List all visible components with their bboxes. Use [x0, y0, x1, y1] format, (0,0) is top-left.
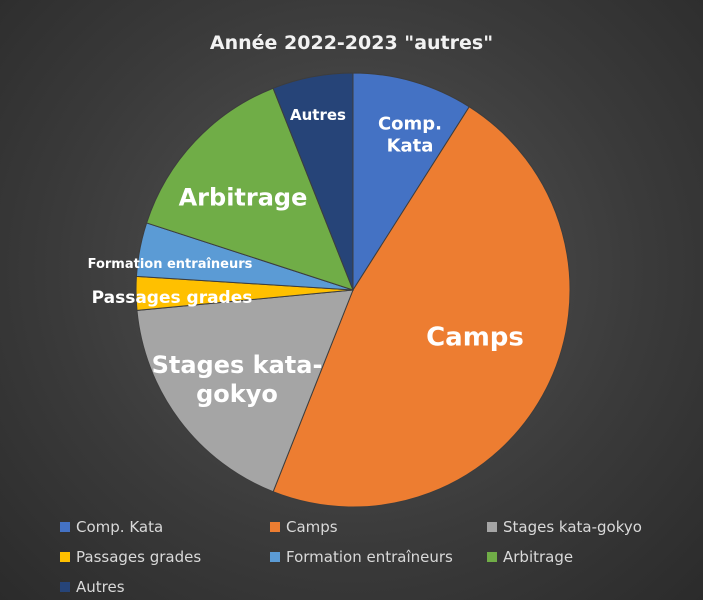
- pie-slice: [145, 87, 354, 291]
- legend-item: Camps: [270, 518, 338, 536]
- legend-item: Passages grades: [60, 548, 201, 566]
- legend-label: Arbitrage: [503, 548, 574, 566]
- legend-item: Stages kata-gokyo: [487, 518, 642, 536]
- pie-slice: [136, 289, 354, 493]
- legend-item: Autres: [60, 578, 125, 596]
- legend-item: Comp. Kata: [60, 518, 163, 536]
- legend-label: Stages kata-gokyo: [503, 518, 642, 536]
- legend-swatch: [270, 552, 280, 562]
- slice-label: Camps: [426, 322, 524, 353]
- slice-label: Comp. Kata: [377, 113, 443, 156]
- legend-swatch: [60, 522, 70, 532]
- slice-label: Arbitrage: [178, 183, 308, 212]
- legend-label: Passages grades: [76, 548, 202, 566]
- pie-slice: [352, 72, 470, 292]
- legend-item: Arbitrage: [487, 548, 573, 566]
- slice-label: Autres: [290, 106, 346, 124]
- pie-slice: [272, 72, 354, 291]
- legend-label: Autres: [76, 578, 125, 596]
- slice-label: Formation entraîneurs: [87, 257, 253, 273]
- pie-slice: [272, 106, 571, 508]
- legend-swatch: [60, 582, 70, 592]
- legend-label: Camps: [286, 518, 338, 536]
- chart-title: Année 2022-2023 "autres": [209, 32, 494, 54]
- legend-label: Formation entraîneurs: [286, 548, 453, 566]
- slice-label: Passages grades: [91, 287, 253, 308]
- legend-swatch: [487, 552, 497, 562]
- legend-label: Comp. Kata: [76, 518, 164, 536]
- legend-swatch: [487, 522, 497, 532]
- legend-item: Formation entraîneurs: [270, 548, 453, 566]
- legend-swatch: [60, 552, 70, 562]
- legend-swatch: [270, 522, 280, 532]
- slice-label: Stages kata-gokyo: [151, 351, 323, 408]
